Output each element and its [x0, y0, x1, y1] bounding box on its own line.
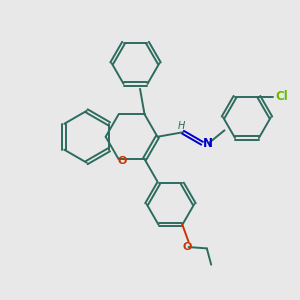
Text: N: N — [203, 137, 213, 150]
Text: H: H — [178, 121, 185, 131]
Text: O: O — [118, 156, 127, 166]
Text: Cl: Cl — [275, 90, 288, 103]
Text: O: O — [182, 242, 192, 252]
